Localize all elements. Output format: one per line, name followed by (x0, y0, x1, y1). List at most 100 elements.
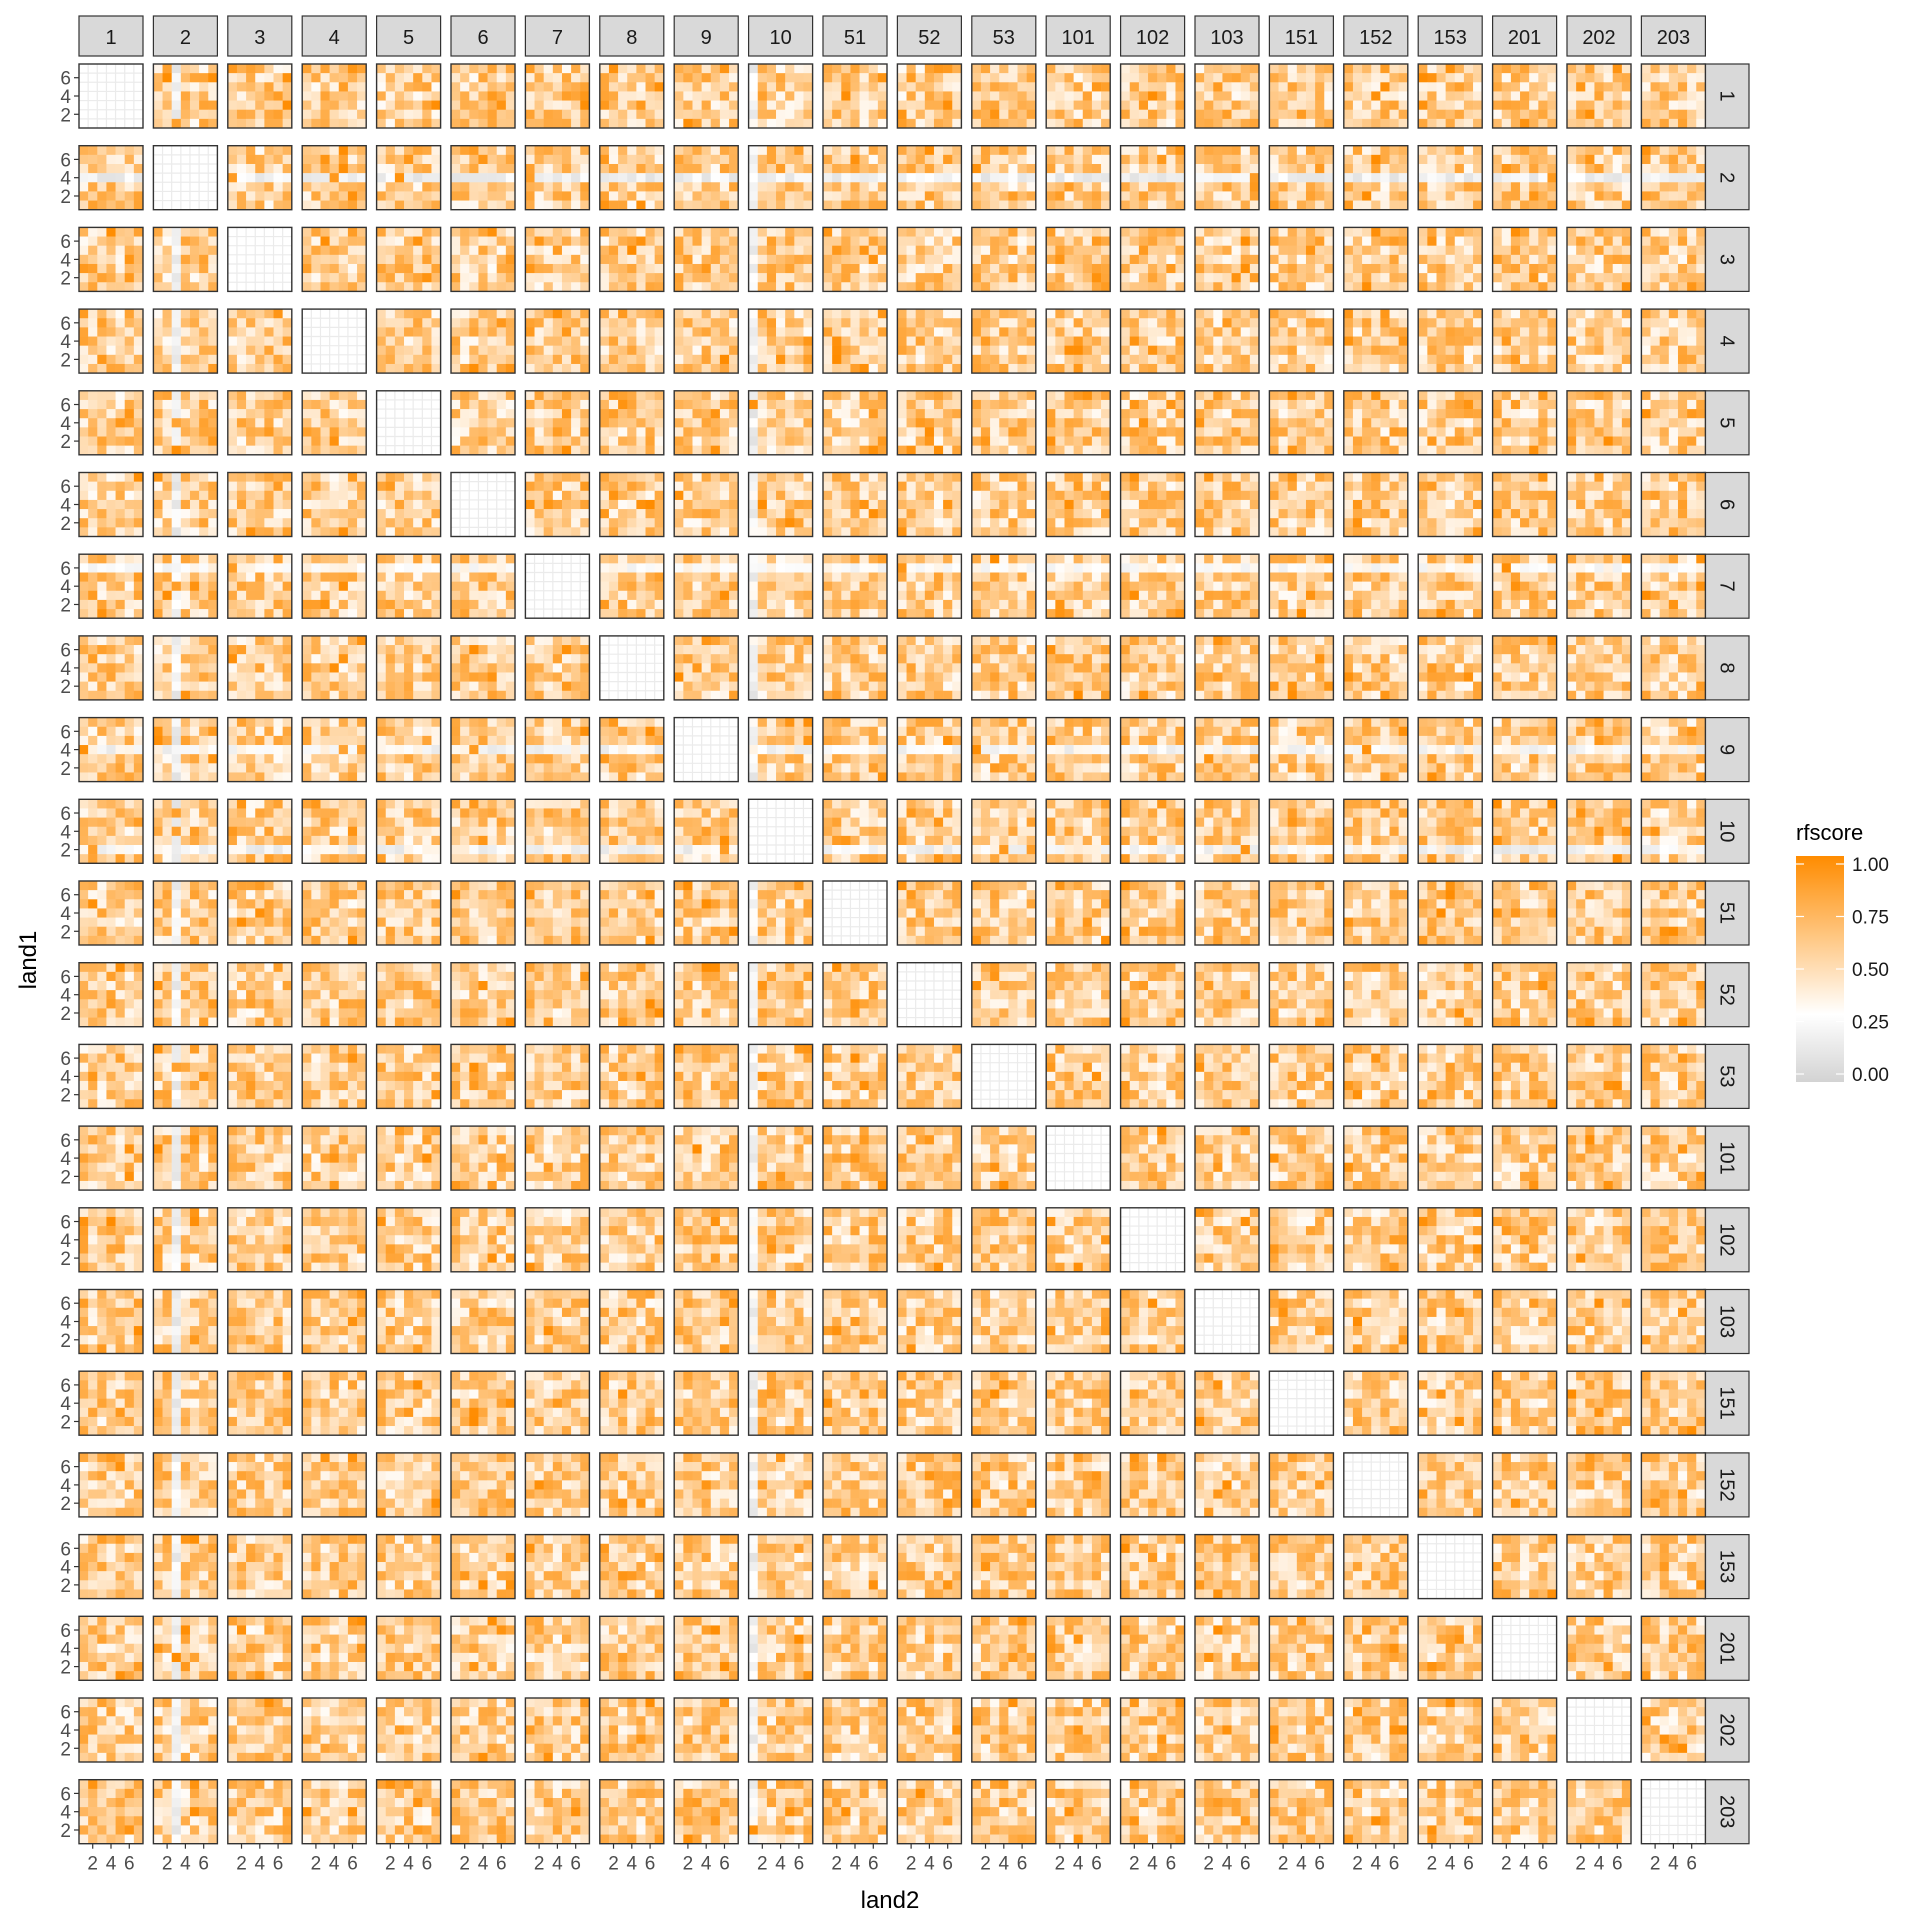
heatmap-cell (823, 64, 833, 74)
heatmap-cell (478, 282, 488, 292)
heatmap-cell (1463, 64, 1474, 74)
heatmap-cell (124, 254, 135, 265)
heatmap-cell (487, 282, 498, 292)
heatmap-cell (757, 173, 768, 183)
heatmap-panel (375, 390, 442, 456)
heatmap-cell (534, 282, 544, 292)
heatmap-cell (636, 173, 646, 183)
heatmap-cell (701, 345, 712, 356)
heatmap-cell (404, 354, 414, 365)
heatmap-cell (1026, 82, 1037, 92)
heatmap-cell (924, 73, 935, 83)
heatmap-cell (933, 282, 944, 292)
heatmap-cell (897, 64, 907, 74)
heatmap-cell (1296, 236, 1307, 246)
heatmap-cell (841, 118, 851, 129)
heatmap-cell (933, 345, 944, 356)
heatmap-cell (1510, 182, 1521, 192)
heatmap-cell (302, 227, 312, 237)
heatmap-cell (1612, 109, 1623, 120)
heatmap-cell (1371, 236, 1381, 246)
heatmap-cell (469, 445, 479, 456)
heatmap-cell (1659, 173, 1670, 183)
heatmap-cell (460, 200, 470, 210)
heatmap-cell (460, 236, 470, 246)
heatmap-cell (347, 173, 358, 183)
heatmap-cell (153, 318, 163, 328)
heatmap-cell (1538, 154, 1548, 165)
heatmap-cell (525, 327, 535, 337)
heatmap-cell (952, 245, 962, 256)
heatmap-cell (1269, 173, 1279, 183)
heatmap-cell (915, 263, 926, 274)
heatmap-cell (571, 282, 581, 292)
heatmap-cell (1576, 118, 1586, 129)
heatmap-cell (729, 245, 739, 256)
heatmap-cell (915, 354, 926, 365)
heatmap-cell (719, 409, 730, 419)
heatmap-cell (832, 245, 842, 256)
heatmap-cell (1324, 363, 1334, 374)
heatmap-cell (255, 363, 265, 374)
heatmap-cell (674, 145, 684, 156)
panel-border (227, 390, 293, 456)
heatmap-cell (376, 282, 387, 292)
heatmap-cell (850, 318, 860, 328)
heatmap-cell (561, 399, 572, 410)
heatmap-cell (1473, 227, 1483, 237)
heatmap-cell (832, 91, 842, 101)
heatmap-cell (1603, 182, 1614, 192)
heatmap-cell (608, 118, 619, 129)
heatmap-cell (971, 73, 982, 83)
heatmap-cell (748, 445, 759, 456)
heatmap-cell (1567, 236, 1577, 246)
heatmap-cell (1594, 254, 1604, 265)
heatmap-cell (124, 436, 135, 446)
heatmap-cell (1454, 191, 1465, 201)
heatmap-cell (199, 91, 209, 101)
heatmap-cell (561, 163, 572, 174)
heatmap-cell (79, 236, 89, 246)
heatmap-cell (1240, 91, 1251, 101)
heatmap-cell (1017, 363, 1027, 374)
heatmap-cell (627, 100, 637, 111)
heatmap-cell (413, 236, 423, 246)
heatmap-cell (189, 436, 200, 446)
heatmap-cell (79, 173, 89, 183)
heatmap-cell (1594, 191, 1604, 201)
heatmap-cell (1148, 273, 1158, 283)
heatmap-cell (571, 254, 581, 265)
heatmap-cell (246, 64, 256, 74)
heatmap-cell (525, 336, 535, 346)
heatmap-cell (329, 73, 340, 83)
heatmap-cell (1687, 273, 1697, 283)
heatmap-cell (674, 118, 684, 129)
heatmap-cell (431, 82, 441, 92)
heatmap-cell (1305, 145, 1316, 156)
heatmap-cell (189, 82, 200, 92)
heatmap-cell (599, 100, 610, 111)
heatmap-cell (469, 409, 479, 419)
heatmap-cell (1454, 182, 1465, 192)
heatmap-cell (618, 399, 628, 410)
heatmap-cell (1055, 109, 1065, 120)
heatmap-cell (1091, 263, 1102, 274)
heatmap-cell (282, 91, 293, 101)
heatmap-cell (1287, 245, 1298, 256)
heatmap-cell (1463, 309, 1474, 319)
heatmap-cell (1436, 163, 1446, 174)
heatmap-cell (208, 227, 218, 237)
heatmap-cell (1668, 327, 1679, 337)
heatmap-cell (246, 163, 256, 174)
heatmap-cell (636, 191, 646, 201)
heatmap-cell (1231, 173, 1242, 183)
heatmap-cell (1538, 82, 1548, 92)
heatmap-cell (757, 318, 768, 328)
heatmap-cell (1073, 163, 1084, 174)
panel-border (1343, 226, 1409, 293)
heatmap-cell (311, 145, 321, 156)
panel-border (599, 226, 665, 293)
heatmap-cell (1315, 363, 1325, 374)
heatmap-cell (1008, 173, 1018, 183)
heatmap-cell (1269, 254, 1279, 265)
